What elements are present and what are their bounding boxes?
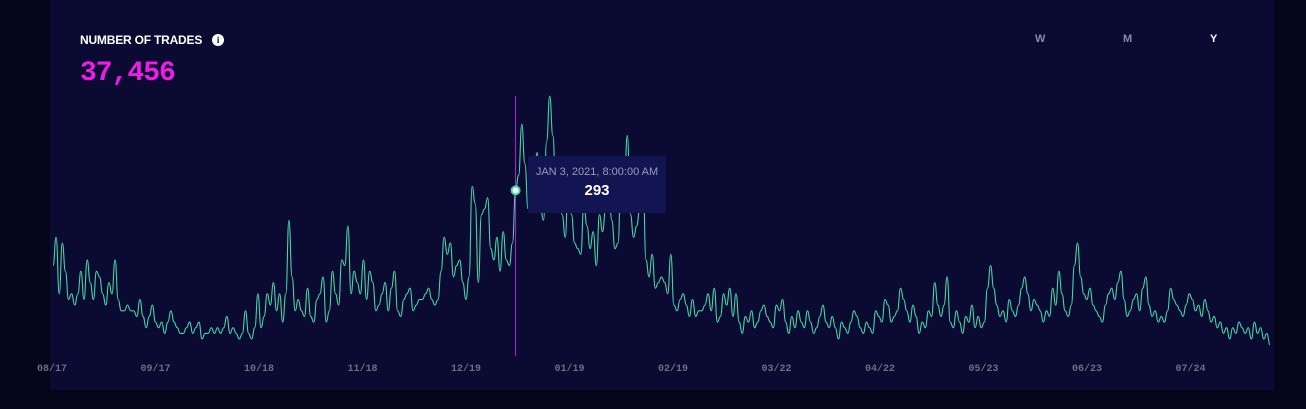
highlight-point[interactable] [510, 185, 521, 196]
x-tick-label: 12/19 [451, 363, 481, 375]
series-line [52, 95, 1271, 346]
tooltip-date: JAN 3, 2021, 8:00:00 AM [535, 166, 659, 178]
period-year-button[interactable]: Y [1210, 33, 1218, 45]
x-tick-label: 09/17 [140, 363, 170, 375]
chart-tooltip: JAN 3, 2021, 8:00:00 AM 293 [528, 156, 666, 213]
x-tick-label: 03/22 [761, 363, 791, 375]
x-tick-label: 11/18 [347, 363, 377, 375]
period-month-button[interactable]: M [1123, 33, 1133, 45]
x-tick-label: 08/17 [37, 363, 67, 375]
x-tick-label: 10/18 [244, 363, 274, 375]
x-tick-label: 07/24 [1175, 363, 1205, 375]
chart-header: NUMBER OF TRADES i [80, 33, 225, 47]
total-trades-value: 37,456 [80, 58, 176, 89]
x-tick-label: 04/22 [865, 363, 895, 375]
x-tick-label: 06/23 [1072, 363, 1102, 375]
info-icon[interactable]: i [212, 34, 225, 46]
tooltip-value: 293 [584, 182, 610, 199]
period-week-button[interactable]: W [1035, 33, 1046, 45]
x-tick-label: 02/19 [658, 363, 688, 375]
chart-title: NUMBER OF TRADES [80, 33, 203, 47]
x-tick-label: 05/23 [968, 363, 998, 375]
x-tick-label: 01/19 [554, 363, 584, 375]
